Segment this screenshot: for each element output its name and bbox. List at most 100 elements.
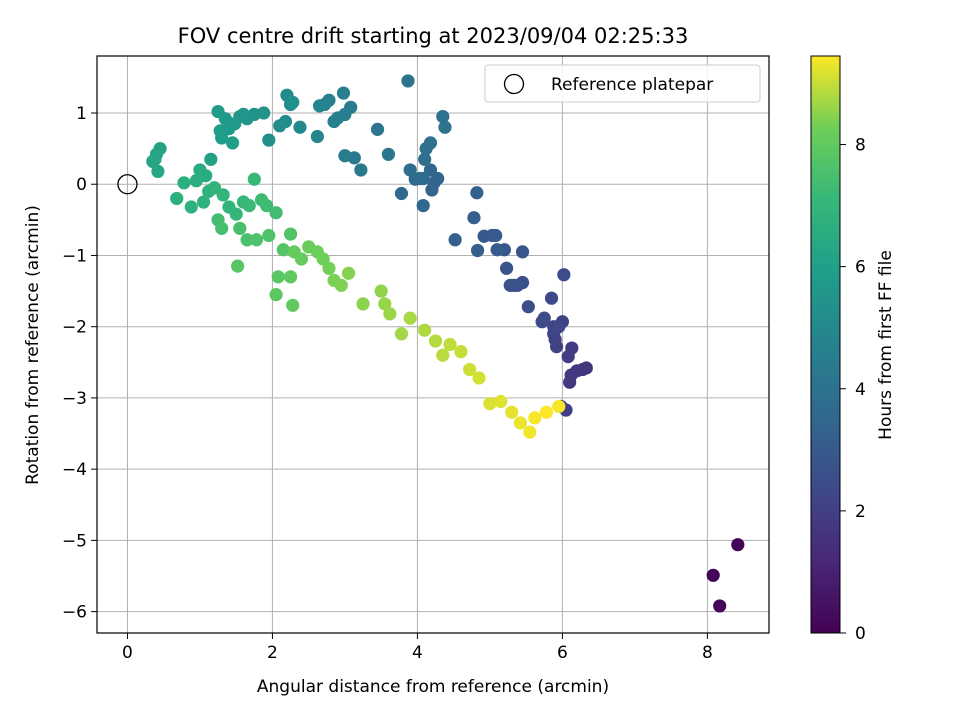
- data-point: [242, 198, 256, 213]
- data-point: [341, 266, 356, 280]
- data-point: [269, 206, 283, 220]
- x-tick-label: 8: [702, 643, 713, 663]
- colorbar-tick-label: 8: [855, 136, 866, 156]
- data-point: [539, 405, 554, 419]
- data-point: [356, 297, 370, 311]
- data-point: [196, 195, 211, 209]
- data-point: [247, 172, 261, 186]
- data-point: [401, 74, 415, 88]
- y-tick-label: −4: [62, 460, 87, 480]
- data-point: [394, 186, 409, 201]
- legend-box: [484, 64, 761, 103]
- data-point: [537, 311, 551, 325]
- data-point: [557, 268, 571, 282]
- data-point: [312, 99, 327, 113]
- data-point: [151, 164, 165, 178]
- data-point: [403, 163, 417, 177]
- data-point: [423, 136, 438, 150]
- data-point: [383, 307, 397, 321]
- data-point: [177, 176, 191, 190]
- data-point: [490, 243, 504, 257]
- data-point: [418, 323, 432, 337]
- data-point: [249, 233, 264, 247]
- data-point: [378, 297, 392, 311]
- data-point: [463, 362, 477, 377]
- data-point: [731, 538, 745, 552]
- data-point: [470, 243, 485, 258]
- data-point: [269, 288, 283, 302]
- data-point: [521, 300, 535, 314]
- data-point: [477, 229, 491, 243]
- x-tick-label: 4: [412, 643, 423, 663]
- data-point: [561, 350, 575, 364]
- y-tick-label: 0: [76, 175, 87, 195]
- legend-entry-reference: Reference platepar: [551, 75, 713, 95]
- data-point: [713, 599, 727, 613]
- data-point: [499, 261, 514, 275]
- data-point: [494, 394, 508, 409]
- data-point: [170, 191, 184, 206]
- colorbar-tick-label: 4: [855, 380, 866, 400]
- data-point: [215, 221, 229, 235]
- data-point: [472, 371, 486, 385]
- data-point: [233, 221, 247, 235]
- y-tick-label: −2: [62, 318, 87, 338]
- data-point: [448, 233, 462, 247]
- data-point: [552, 399, 566, 414]
- data-point: [467, 211, 481, 225]
- data-point: [374, 284, 388, 298]
- data-point: [225, 136, 240, 150]
- y-axis-label: Rotation from reference (arcmin): [23, 205, 43, 485]
- data-point: [552, 320, 566, 334]
- data-point: [334, 278, 348, 292]
- data-point: [189, 174, 203, 188]
- data-point: [370, 122, 385, 136]
- data-point: [283, 227, 298, 241]
- data-point: [470, 186, 484, 200]
- data-point: [273, 119, 287, 133]
- x-tick-label: 6: [557, 643, 568, 663]
- y-tick-label: −6: [62, 603, 87, 623]
- data-point: [276, 243, 290, 257]
- data-point: [528, 411, 542, 425]
- data-point: [436, 109, 450, 124]
- colorbar-tick-label: 2: [855, 502, 866, 522]
- data-point: [211, 104, 225, 119]
- legend-reference-marker: [503, 73, 525, 95]
- data-point: [262, 228, 276, 243]
- data-point: [338, 149, 352, 163]
- axis-ticks: 0 2 4 6 810−1−2−3−4−5−6: [62, 104, 713, 663]
- x-tick-label: 2: [267, 643, 278, 663]
- data-point: [418, 152, 432, 166]
- data-point: [286, 298, 300, 312]
- data-point: [322, 261, 336, 275]
- data-point: [503, 278, 517, 292]
- data-point: [505, 405, 519, 419]
- grid-lines: [97, 56, 769, 633]
- y-tick-label: 1: [76, 104, 87, 124]
- data-point: [293, 120, 307, 134]
- data-point: [216, 188, 230, 202]
- x-axis-label: Angular distance from reference (arcmin): [257, 677, 609, 697]
- data-point: [354, 163, 368, 177]
- legend: Reference platepar: [484, 64, 761, 103]
- y-tick-label: −5: [62, 531, 87, 551]
- data-point: [148, 152, 162, 166]
- data-point: [271, 270, 285, 284]
- data-point: [544, 291, 559, 305]
- data-point: [403, 311, 417, 325]
- y-tick-label: −3: [62, 389, 87, 409]
- data-point: [416, 198, 430, 213]
- data-point: [294, 252, 309, 266]
- colorbar-ticks: 0 2 4 6 8: [840, 136, 866, 644]
- data-point: [515, 245, 530, 259]
- data-point: [336, 86, 351, 100]
- data-point: [283, 270, 298, 284]
- colorbar-tick-label: 0: [855, 624, 866, 644]
- data-point: [438, 120, 452, 134]
- plot-frame: [96, 55, 770, 634]
- data-point: [563, 375, 577, 389]
- data-point: [454, 345, 468, 359]
- data-point: [229, 207, 243, 221]
